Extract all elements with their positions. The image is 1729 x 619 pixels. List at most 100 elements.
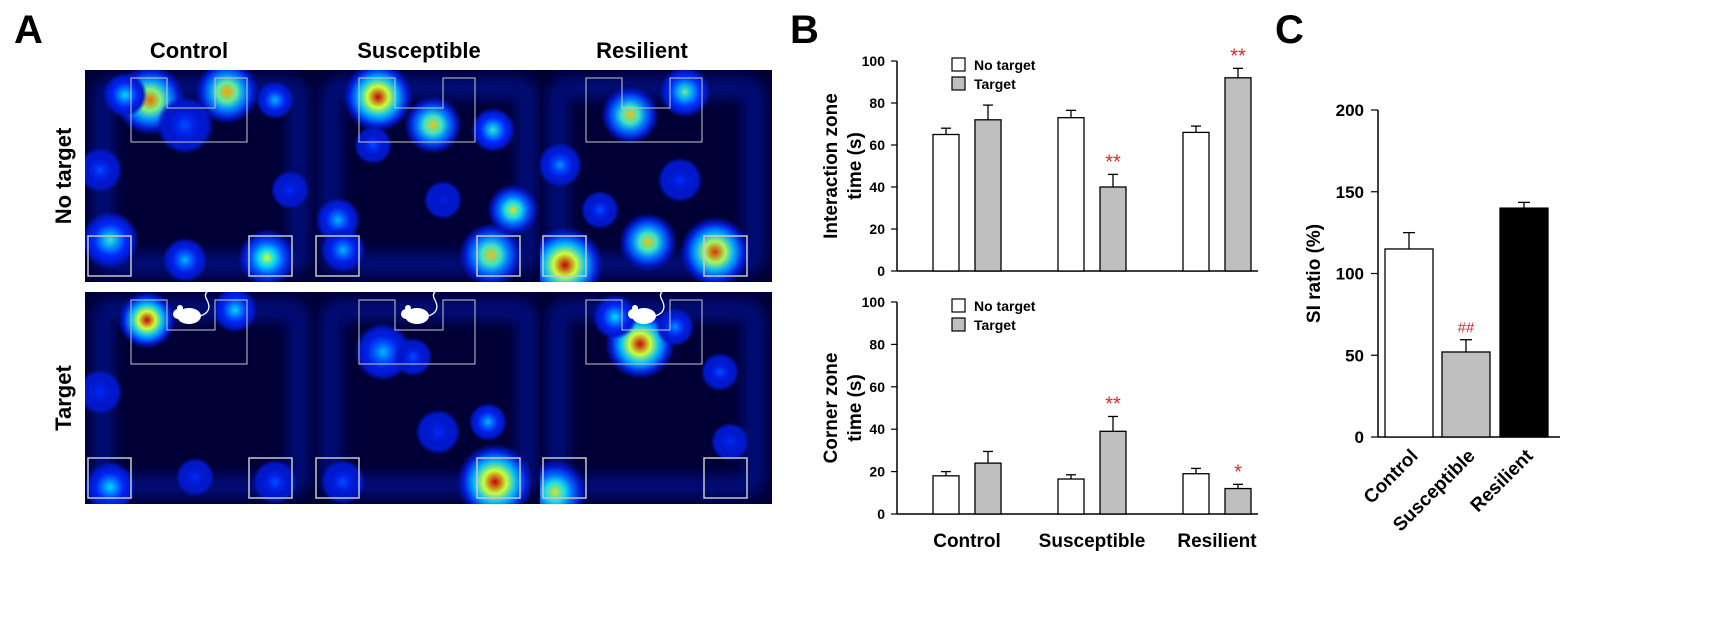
legend-label: Target — [974, 76, 1016, 92]
corner-zone-left — [315, 235, 360, 277]
heat-blob — [540, 460, 587, 504]
column-title-susceptible: Susceptible — [357, 38, 481, 63]
heat-blob — [255, 80, 295, 120]
bar-susceptible-target — [1099, 430, 1127, 515]
y-tick-label: 200 — [1336, 101, 1364, 120]
heat-blob — [102, 72, 148, 118]
heat-blob — [85, 211, 139, 269]
heat-blob — [162, 237, 208, 282]
bar-control-target — [974, 119, 1002, 272]
significance-marker: ** — [1230, 45, 1246, 67]
x-tick-label: Susceptible — [1039, 531, 1146, 552]
mouse-icon — [628, 292, 665, 324]
heat-blob — [459, 223, 523, 282]
heat-blob — [212, 292, 258, 333]
heat-blob — [85, 369, 123, 415]
legend-label: Target — [974, 317, 1016, 333]
heat-blob — [270, 170, 310, 210]
significance-marker: ** — [1105, 393, 1121, 415]
bar-susceptible-no-target — [1057, 117, 1085, 272]
heat-blob — [657, 157, 703, 203]
heatmap-control-target — [85, 292, 317, 504]
heat-blob — [252, 459, 298, 504]
corner-zone-right — [476, 235, 521, 277]
heat-blob — [156, 96, 214, 154]
y-axis-label: time (s) — [845, 374, 866, 442]
bar-susceptible — [1441, 351, 1491, 438]
y-tick-label: 50 — [1345, 346, 1364, 365]
heat-blob — [320, 227, 366, 273]
panel-label-c: C — [1275, 8, 1304, 52]
column-title-resilient: Resilient — [596, 38, 688, 63]
heat-blob — [540, 226, 604, 282]
y-tick-label: 60 — [869, 137, 885, 153]
heat-blob — [592, 294, 638, 340]
x-tick-label: Resilient — [1467, 445, 1538, 516]
corner-zone-right — [703, 235, 748, 277]
corner-zone-left — [315, 457, 360, 499]
heatmap-svg — [313, 292, 545, 504]
heatmap-svg — [85, 70, 317, 282]
y-tick-label: 80 — [869, 95, 885, 111]
y-tick-label: 0 — [877, 263, 885, 279]
heat-blob — [700, 352, 740, 392]
interaction-zone — [585, 299, 703, 365]
heatmap-resilient-no-target — [540, 70, 772, 282]
mouse-icon — [173, 292, 210, 324]
y-tick-label: 100 — [862, 294, 886, 310]
y-tick-label: 100 — [862, 53, 886, 69]
y-tick-label: 20 — [869, 464, 885, 480]
significance-marker: * — [1234, 461, 1242, 483]
corner-zone-left — [87, 235, 132, 277]
heat-blob — [85, 147, 123, 193]
heatmap-susceptible-no-target — [313, 70, 545, 282]
corner-zone-right — [248, 235, 293, 277]
heat-blob — [601, 86, 659, 144]
heat-blob — [342, 70, 414, 133]
interaction-zone — [585, 77, 703, 143]
bar-resilient — [1499, 207, 1549, 438]
heatmap-svg — [540, 292, 772, 504]
heat-blob — [710, 422, 750, 462]
corner-zone-left — [542, 457, 587, 499]
y-tick-label: 40 — [869, 179, 885, 195]
bar-susceptible-target — [1099, 186, 1127, 272]
y-axis-label: Interaction zone — [821, 93, 842, 239]
y-tick-label: 40 — [869, 421, 885, 437]
heat-blob — [487, 184, 539, 236]
heat-blob — [393, 337, 433, 377]
legend-label: No target — [974, 57, 1036, 73]
heat-blob — [353, 125, 393, 165]
y-axis-label: SI ratio (%) — [1304, 224, 1325, 323]
bar-susceptible-no-target — [1057, 478, 1085, 515]
y-tick-label: 0 — [877, 506, 885, 522]
y-tick-label: 60 — [869, 379, 885, 395]
bar-control-no-target — [932, 475, 960, 515]
y-tick-label: 80 — [869, 336, 885, 352]
heat-blob — [679, 216, 751, 282]
bar-control-no-target — [932, 133, 960, 272]
panel-label-a: A — [14, 8, 43, 52]
mouse-icon — [401, 292, 438, 324]
corner-zone-right — [248, 457, 293, 499]
heat-blob — [470, 107, 516, 153]
y-axis-label: time (s) — [845, 132, 866, 200]
heatmap-susceptible-target — [313, 292, 545, 504]
heatmap-resilient-target — [540, 292, 772, 504]
heat-blob — [238, 229, 296, 282]
heat-blob — [118, 292, 176, 349]
bar-control-target — [974, 462, 1002, 515]
heat-blob — [195, 70, 259, 124]
heat-blob — [540, 142, 583, 188]
interaction-zone — [358, 77, 476, 143]
legend-swatch — [951, 298, 966, 313]
legend-swatch — [951, 76, 966, 91]
heat-blob — [404, 96, 462, 154]
bar-resilient-target — [1224, 487, 1252, 515]
bar-control — [1384, 248, 1434, 438]
corner-zone-left — [87, 457, 132, 499]
heat-blob — [85, 461, 136, 504]
legend-swatch — [951, 317, 966, 332]
y-tick-label: 0 — [1355, 428, 1364, 447]
